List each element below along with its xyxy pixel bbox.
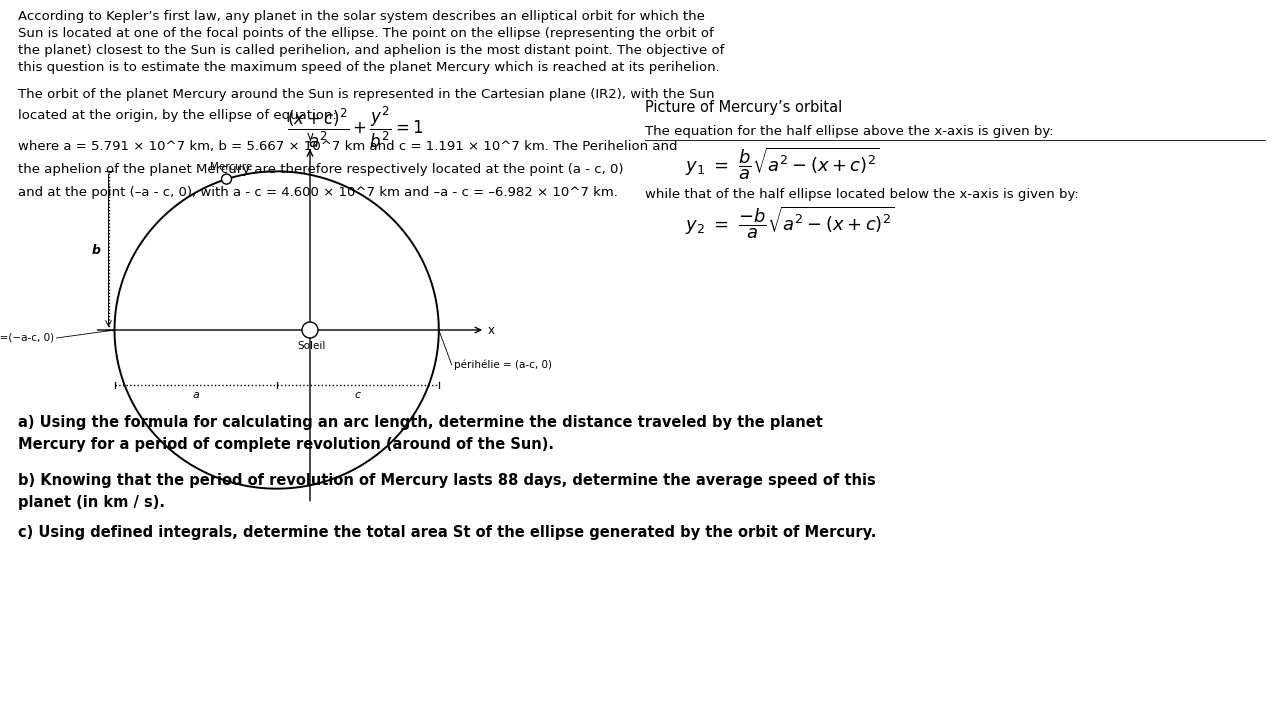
Text: a) Using the formula for calculating an arc length, determine the distance trave: a) Using the formula for calculating an …	[18, 415, 823, 452]
Text: y: y	[306, 130, 314, 143]
Text: According to Kepler’s first law, any planet in the solar system describes an ell: According to Kepler’s first law, any pla…	[18, 10, 705, 23]
Text: b) Knowing that the period of revolution of Mercury lasts 88 days, determine the: b) Knowing that the period of revolution…	[18, 473, 876, 510]
Text: Soleil: Soleil	[298, 341, 326, 351]
Text: a: a	[192, 390, 198, 400]
Text: this question is to estimate the maximum speed of the planet Mercury which is re: this question is to estimate the maximum…	[18, 61, 719, 74]
Text: the aphelion of the planet Mercury are therefore respectively located at the poi: the aphelion of the planet Mercury are t…	[18, 163, 623, 176]
Text: The equation for the half ellipse above the x-axis is given by:: The equation for the half ellipse above …	[645, 125, 1053, 138]
Text: $\dfrac{(x+c)^2}{a^2} + \dfrac{y^2}{b^2} = 1$: $\dfrac{(x+c)^2}{a^2} + \dfrac{y^2}{b^2}…	[287, 105, 424, 150]
Text: and at the point (–a - c, 0), with a - c = 4.600 × 10^7 km and –a - c = –6.982 ×: and at the point (–a - c, 0), with a - c…	[18, 186, 618, 199]
Text: b: b	[91, 244, 101, 257]
Text: x: x	[488, 323, 495, 336]
Text: c) Using defined integrals, determine the total area St of the ellipse generated: c) Using defined integrals, determine th…	[18, 525, 877, 540]
Text: located at the origin, by the ellipse of equation:: located at the origin, by the ellipse of…	[18, 109, 337, 122]
Text: while that of the half ellipse located below the x-axis is given by:: while that of the half ellipse located b…	[645, 188, 1079, 201]
Text: Mercure: Mercure	[210, 162, 252, 172]
Text: the planet) closest to the Sun is called perihelion, and aphelion is the most di: the planet) closest to the Sun is called…	[18, 44, 724, 57]
Text: aphélie =(−a-c, 0): aphélie =(−a-c, 0)	[0, 333, 55, 343]
Text: $y_1 \ = \ \dfrac{b}{a}\sqrt{a^2-(x+c)^2}$: $y_1 \ = \ \dfrac{b}{a}\sqrt{a^2-(x+c)^2…	[685, 146, 879, 182]
Circle shape	[302, 322, 317, 338]
Text: c: c	[355, 390, 361, 400]
Text: The orbit of the planet Mercury around the Sun is represented in the Cartesian p: The orbit of the planet Mercury around t…	[18, 88, 714, 101]
Text: Picture of Mercury’s orbital: Picture of Mercury’s orbital	[645, 100, 842, 115]
Text: $y_2 \ = \ \dfrac{-b}{a}\sqrt{a^2-(x+c)^2}$: $y_2 \ = \ \dfrac{-b}{a}\sqrt{a^2-(x+c)^…	[685, 205, 895, 241]
Circle shape	[221, 174, 232, 184]
Text: périhélie = (a-c, 0): périhélie = (a-c, 0)	[454, 360, 552, 370]
Text: where a = 5.791 × 10^7 km, b = 5.667 × 10^7 km and c = 1.191 × 10^7 km. The Peri: where a = 5.791 × 10^7 km, b = 5.667 × 1…	[18, 140, 677, 153]
Text: Sun is located at one of the focal points of the ellipse. The point on the ellip: Sun is located at one of the focal point…	[18, 27, 714, 40]
